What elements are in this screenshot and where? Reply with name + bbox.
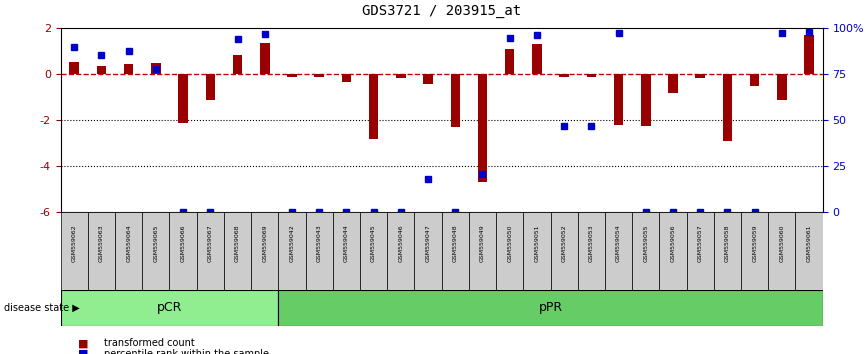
Text: GSM559056: GSM559056	[670, 224, 675, 262]
Bar	[178, 74, 188, 123]
Text: GSM559059: GSM559059	[753, 224, 757, 262]
FancyBboxPatch shape	[442, 212, 469, 290]
FancyBboxPatch shape	[714, 212, 741, 290]
Bar	[722, 74, 732, 141]
Text: percentile rank within the sample: percentile rank within the sample	[104, 349, 269, 354]
Bar	[69, 62, 79, 74]
FancyBboxPatch shape	[469, 212, 496, 290]
Text: GSM559050: GSM559050	[507, 224, 512, 262]
Text: GSM559058: GSM559058	[725, 224, 730, 262]
FancyBboxPatch shape	[278, 290, 823, 326]
FancyBboxPatch shape	[687, 212, 714, 290]
Bar	[151, 63, 161, 74]
Bar	[614, 74, 624, 125]
FancyBboxPatch shape	[796, 212, 823, 290]
FancyBboxPatch shape	[387, 212, 415, 290]
Text: GSM559044: GSM559044	[344, 224, 349, 262]
Text: ■: ■	[78, 338, 88, 348]
Bar	[423, 74, 433, 84]
Bar	[559, 74, 569, 77]
Text: GSM559065: GSM559065	[153, 224, 158, 262]
Bar	[396, 74, 405, 78]
Bar	[260, 43, 269, 74]
FancyBboxPatch shape	[768, 212, 796, 290]
Text: GSM559066: GSM559066	[181, 224, 185, 262]
Text: GSM559051: GSM559051	[534, 224, 540, 262]
Text: GSM559045: GSM559045	[372, 224, 376, 262]
Bar	[505, 49, 514, 74]
FancyBboxPatch shape	[306, 212, 333, 290]
Bar	[669, 74, 678, 93]
Text: GSM559055: GSM559055	[643, 224, 649, 262]
Bar	[124, 64, 133, 74]
Text: pCR: pCR	[157, 302, 182, 314]
FancyBboxPatch shape	[87, 212, 115, 290]
Text: GSM559060: GSM559060	[779, 224, 785, 262]
Bar	[341, 74, 351, 82]
Text: GSM559052: GSM559052	[562, 224, 566, 262]
Text: GSM559054: GSM559054	[616, 224, 621, 262]
FancyBboxPatch shape	[251, 212, 278, 290]
Bar	[695, 74, 705, 78]
FancyBboxPatch shape	[61, 212, 87, 290]
Text: GSM559067: GSM559067	[208, 224, 213, 262]
Bar	[777, 74, 786, 100]
FancyBboxPatch shape	[224, 212, 251, 290]
Text: GSM559062: GSM559062	[72, 224, 77, 262]
FancyBboxPatch shape	[551, 212, 578, 290]
Text: GSM559043: GSM559043	[317, 224, 321, 262]
Text: GSM559068: GSM559068	[235, 224, 240, 262]
Text: ■: ■	[78, 349, 88, 354]
Bar	[478, 74, 488, 183]
Text: GSM559061: GSM559061	[806, 224, 811, 262]
FancyBboxPatch shape	[61, 290, 278, 326]
Text: GSM559064: GSM559064	[126, 224, 131, 262]
FancyBboxPatch shape	[115, 212, 142, 290]
Bar	[586, 74, 596, 77]
Bar	[97, 66, 107, 74]
FancyBboxPatch shape	[415, 212, 442, 290]
Bar	[288, 74, 297, 77]
FancyBboxPatch shape	[278, 212, 306, 290]
Text: GSM559063: GSM559063	[99, 224, 104, 262]
Text: transformed count: transformed count	[104, 338, 195, 348]
FancyBboxPatch shape	[605, 212, 632, 290]
Text: GSM559046: GSM559046	[398, 224, 404, 262]
FancyBboxPatch shape	[523, 212, 551, 290]
Text: GSM559053: GSM559053	[589, 224, 594, 262]
Bar	[805, 35, 814, 74]
FancyBboxPatch shape	[333, 212, 360, 290]
Text: pPR: pPR	[539, 302, 563, 314]
Text: GSM559047: GSM559047	[425, 224, 430, 262]
Text: GSM559048: GSM559048	[453, 224, 458, 262]
FancyBboxPatch shape	[496, 212, 523, 290]
Bar	[450, 74, 460, 127]
FancyBboxPatch shape	[578, 212, 605, 290]
Text: disease state ▶: disease state ▶	[4, 303, 80, 313]
Bar	[233, 55, 242, 74]
FancyBboxPatch shape	[170, 212, 197, 290]
FancyBboxPatch shape	[741, 212, 768, 290]
Bar	[532, 45, 542, 74]
Bar	[205, 74, 215, 100]
Text: GSM559042: GSM559042	[289, 224, 294, 262]
FancyBboxPatch shape	[360, 212, 387, 290]
Bar	[750, 74, 759, 86]
Text: GSM559069: GSM559069	[262, 224, 268, 262]
FancyBboxPatch shape	[197, 212, 224, 290]
Bar	[641, 74, 650, 126]
FancyBboxPatch shape	[659, 212, 687, 290]
FancyBboxPatch shape	[142, 212, 170, 290]
Text: GSM559049: GSM559049	[480, 224, 485, 262]
FancyBboxPatch shape	[632, 212, 659, 290]
Bar	[314, 74, 324, 77]
Text: GDS3721 / 203915_at: GDS3721 / 203915_at	[362, 4, 521, 18]
Bar	[369, 74, 378, 139]
Text: GSM559057: GSM559057	[698, 224, 702, 262]
